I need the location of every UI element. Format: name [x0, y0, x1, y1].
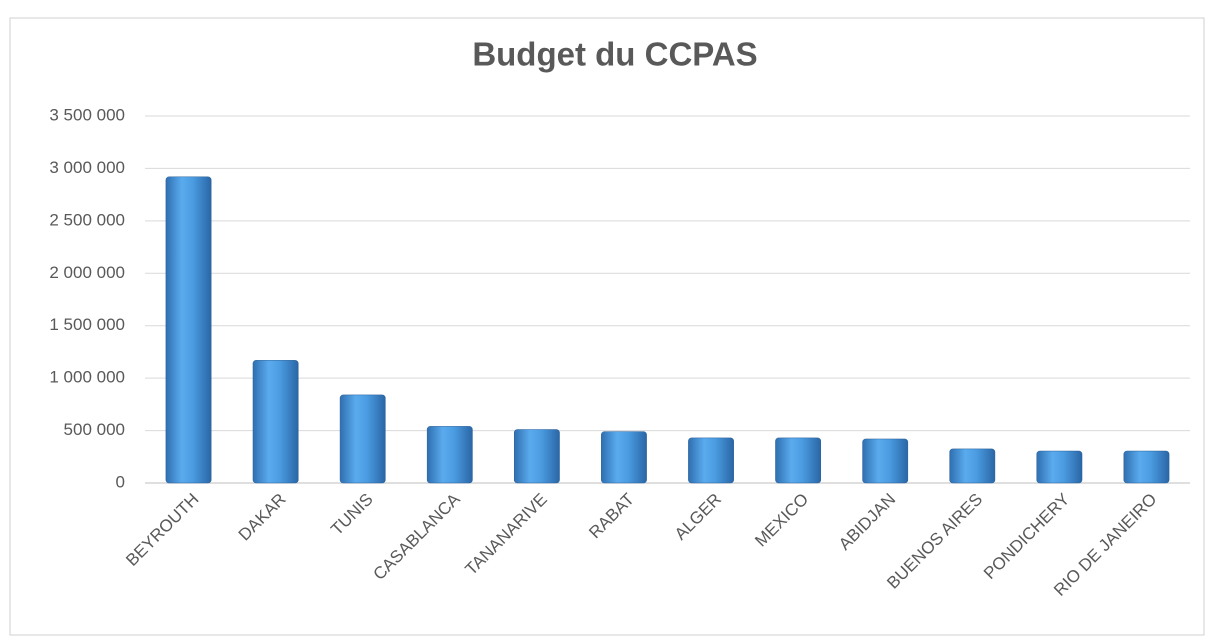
bar: [513, 429, 560, 484]
bar: [165, 176, 212, 484]
bar: [688, 437, 734, 484]
bar: [339, 394, 386, 484]
y-tick-label: 3 500 000: [49, 105, 125, 124]
bar: [775, 437, 822, 484]
y-tick-label: 2 000 000: [49, 263, 125, 282]
y-tick-label: 3 000 000: [49, 158, 125, 177]
y-tick-label: 500 000: [64, 420, 125, 439]
y-tick-label: 2 500 000: [49, 210, 125, 229]
bar: [862, 438, 909, 484]
bar: [1123, 450, 1170, 484]
y-tick-label: 1 500 000: [49, 315, 125, 334]
chart-title: Budget du CCPAS: [472, 36, 757, 73]
y-tick-label: 1 000 000: [49, 368, 125, 387]
y-tick-label: 0: [116, 472, 125, 491]
bar: [426, 426, 473, 484]
bar: [949, 448, 996, 484]
bar: [252, 360, 299, 484]
bar: [601, 431, 647, 484]
bar: [1036, 450, 1083, 484]
